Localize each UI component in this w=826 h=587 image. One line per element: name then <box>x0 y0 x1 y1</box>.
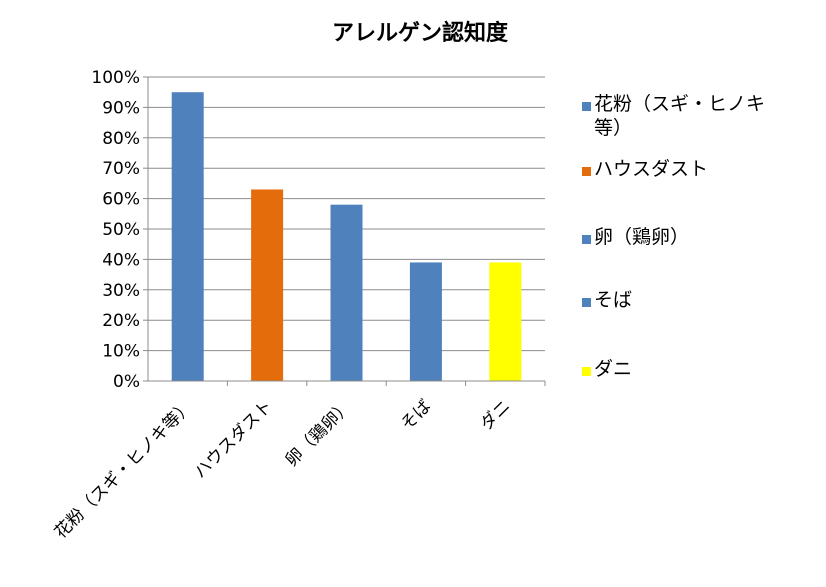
bar <box>171 92 204 381</box>
legend-swatch <box>582 102 591 111</box>
x-tick-label: 卵（鶏卵） <box>282 396 356 470</box>
y-tick-label: 90% <box>102 98 140 118</box>
x-tick-label: 花粉（スギ・ヒノキ等） <box>51 396 197 542</box>
y-tick-label: 80% <box>102 129 140 149</box>
x-tick-label: ダニ <box>477 396 515 434</box>
legend-label: 花粉（スギ・ヒノキ等） <box>594 93 765 139</box>
x-tick-label: そば <box>397 396 435 434</box>
legend-swatch <box>582 367 591 376</box>
legend-label: ダニ <box>594 358 632 380</box>
legend-swatch <box>582 167 591 176</box>
chart-title: アレルゲン認知度 <box>332 20 509 46</box>
y-tick-label: 70% <box>102 159 140 179</box>
x-axis: 花粉（スギ・ヒノキ等）ハウスダスト 卵（鶏卵） そば ダニ <box>51 380 546 543</box>
y-axis: 0% 10% 20% 30% 40% 50% 60% 70% 80% 90% 100% <box>91 68 149 392</box>
y-tick-label: 50% <box>102 220 140 240</box>
y-tick-label: 60% <box>102 190 140 210</box>
y-tick-label: 30% <box>102 281 140 301</box>
legend-label: そば <box>594 289 632 311</box>
bar <box>489 262 522 381</box>
bar <box>409 262 442 381</box>
bar <box>330 204 363 381</box>
y-tick-label: 0% <box>113 372 140 392</box>
y-tick-label: 20% <box>102 311 140 331</box>
legend-swatch <box>582 235 591 244</box>
x-tick-label: ハウスダスト <box>190 396 276 482</box>
legend-label: 卵（鶏卵） <box>594 226 689 248</box>
legend-label: ハウスダスト <box>594 158 708 180</box>
y-tick-label: 40% <box>102 250 140 270</box>
legend-swatch <box>582 298 591 307</box>
bars <box>171 92 522 381</box>
y-tick-label: 10% <box>102 342 140 362</box>
y-tick-label: 100% <box>91 68 140 88</box>
bar <box>251 189 284 381</box>
